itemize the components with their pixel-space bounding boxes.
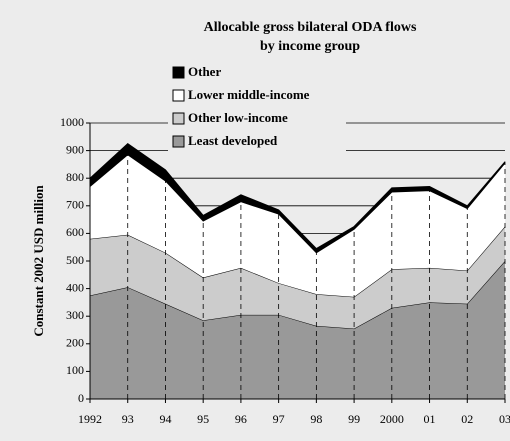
x-tick-label: 96 bbox=[235, 412, 247, 426]
y-tick-label: 700 bbox=[66, 198, 84, 212]
x-tick-label: 98 bbox=[310, 412, 322, 426]
x-tick-label: 01 bbox=[424, 412, 436, 426]
y-tick-label: 900 bbox=[66, 142, 84, 156]
x-tick-label: 97 bbox=[273, 412, 285, 426]
area bbox=[90, 261, 505, 399]
y-tick-label: 1000 bbox=[60, 115, 84, 129]
x-tick-label: 03 bbox=[499, 412, 510, 426]
y-axis-title: Constant 2002 USD million bbox=[31, 185, 46, 337]
area bbox=[90, 154, 505, 297]
legend-swatch bbox=[172, 135, 185, 148]
area bbox=[90, 226, 505, 329]
legend-swatch bbox=[172, 112, 185, 125]
x-tick-label: 02 bbox=[461, 412, 473, 426]
y-tick-label: 0 bbox=[78, 391, 84, 405]
legend-swatch bbox=[172, 66, 185, 79]
y-tick-label: 400 bbox=[66, 280, 84, 294]
x-tick-label: 1992 bbox=[78, 412, 102, 426]
legend-label: Lower middle-income bbox=[188, 87, 310, 102]
area bbox=[90, 143, 505, 253]
x-tick-label: 2000 bbox=[380, 412, 404, 426]
legend-label: Other low-income bbox=[188, 110, 288, 125]
y-tick-label: 500 bbox=[66, 253, 84, 267]
y-tick-label: 100 bbox=[66, 363, 84, 377]
chart-title: Allocable gross bilateral ODA flows bbox=[204, 20, 417, 35]
x-tick-label: 94 bbox=[159, 412, 171, 426]
x-tick-label: 99 bbox=[348, 412, 360, 426]
y-tick-label: 600 bbox=[66, 225, 84, 239]
legend-label: Least developed bbox=[188, 133, 278, 148]
x-tick-label: 93 bbox=[122, 412, 134, 426]
y-tick-label: 300 bbox=[66, 308, 84, 322]
area-edge bbox=[89, 143, 506, 250]
legend-swatch bbox=[172, 89, 185, 102]
y-tick-label: 800 bbox=[66, 170, 84, 184]
legend-box bbox=[168, 62, 346, 152]
legend-label: Other bbox=[188, 64, 221, 79]
x-tick-label: 95 bbox=[197, 412, 209, 426]
chart-subtitle: by income group bbox=[260, 39, 360, 54]
y-tick-label: 200 bbox=[66, 336, 84, 350]
